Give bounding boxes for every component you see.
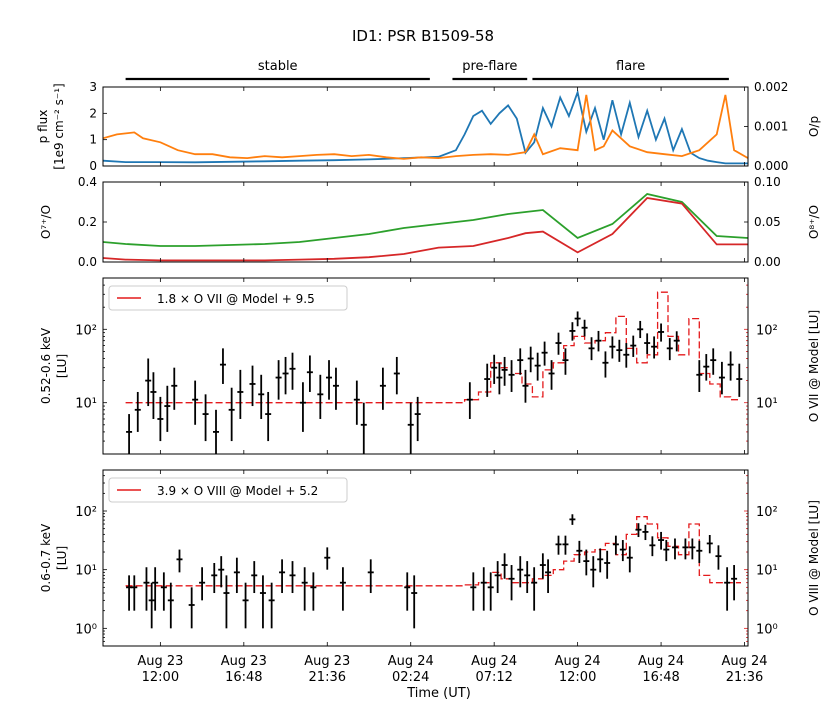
y-axis-label: p flux [36, 110, 50, 144]
y-tick-label: 1 [89, 133, 97, 147]
y-right-tick-label: 10¹ [756, 564, 778, 579]
y-tick-label: 0 [89, 159, 97, 173]
y-right-tick-label: 10¹ [756, 397, 778, 412]
x-tick-label-date: Aug 23 [221, 654, 267, 669]
y-right-axis-label: O VIII @ Model [LU] [807, 500, 821, 616]
panel-frame [102, 86, 749, 167]
legend-label: 1.8 × O VII @ Model + 9.5 [157, 292, 315, 306]
y-tick-label: 10¹ [75, 397, 97, 412]
period-annotations: stable pre-flare flare [125, 59, 729, 81]
x-tick-label-time: 12:00 [142, 670, 179, 685]
y-tick-label: 0.4 [78, 175, 97, 189]
legend-label: 3.9 × O VIII @ Model + 5.2 [157, 484, 318, 498]
x-tick-label-date: Aug 24 [721, 654, 767, 669]
x-tick-label-date: Aug 24 [638, 654, 684, 669]
plot-area-oviii [125, 514, 741, 629]
x-axis-label: Time (UT) [406, 686, 471, 701]
model-step-line [125, 291, 741, 404]
x-tick-label-date: Aug 23 [304, 654, 350, 669]
x-tick-label-time: 07:12 [475, 670, 512, 685]
panel-frame [102, 277, 749, 455]
plot-area-flux [103, 89, 748, 165]
x-tick-label-date: Aug 24 [555, 654, 601, 669]
panel-ovii: 10¹ 10¹ 10² 10² 1.8 × O VII @ Model + 9.5 0.5… [39, 277, 821, 455]
y-axis-label: 0.6-0.7 keV [39, 523, 53, 592]
plot-area-ovii [125, 291, 743, 454]
y-tick-label: 10² [75, 505, 97, 520]
y-right-tick-label: 0.000 [754, 159, 788, 173]
figure-title: ID1: PSR B1509-58 [352, 27, 494, 45]
y-tick-label: 3 [89, 80, 97, 94]
y-tick-label: 2 [89, 106, 97, 120]
series-line-o8-o [103, 197, 748, 262]
y-axis-label-units: [1e9 cm⁻² s⁻¹] [52, 83, 66, 169]
legend: 3.9 × O VIII @ Model + 5.2 [108, 477, 348, 503]
panel-frame [102, 469, 749, 647]
y-tick-label: 0.2 [78, 215, 97, 229]
series-line-p-flux [103, 89, 748, 165]
panel-oviii: 10⁰ 10⁰ 10¹ 10¹ 10² 10² 3.9 × O VIII @ Model +… [39, 469, 821, 647]
x-tick-label-time: 12:00 [559, 670, 596, 685]
x-tick-label-date: Aug 24 [471, 654, 517, 669]
x-tick-label-time: 02:24 [392, 670, 429, 685]
x-tick-label-date: Aug 23 [137, 654, 183, 669]
y-tick-label: 10¹ [75, 564, 97, 579]
panel-frame [102, 181, 749, 263]
x-tick-label-date: Aug 24 [388, 654, 434, 669]
panel-flux: 0 1 2 3 0.000 0.001 0.002 p flux [1e9 cm⁻² s⁻¹] O… [36, 80, 821, 173]
period-label-0: stable [258, 59, 298, 74]
y-axis-label-units: [LU] [55, 354, 69, 378]
period-label-1: pre-flare [462, 59, 517, 74]
y-tick-label: 0.0 [78, 255, 97, 269]
x-tick-label-time: 16:48 [642, 670, 679, 685]
y-axis-label: O⁷⁺/O [39, 205, 53, 239]
legend: 1.8 × O VII @ Model + 9.5 [108, 285, 348, 311]
model-step-line [125, 516, 741, 587]
legend-box [108, 477, 348, 503]
series-line-o7-o [103, 193, 748, 247]
x-tick-label-time: 21:36 [309, 670, 346, 685]
y-right-tick-label: 10⁰ [756, 622, 778, 637]
y-tick-label: 10⁰ [75, 622, 97, 637]
y-axis-label: 0.52-0.6 keV [39, 327, 53, 404]
y-right-axis-label: O/p [807, 116, 821, 137]
y-right-tick-label: 10² [756, 505, 778, 520]
panel-ratio: 0.0 0.2 0.4 0.00 0.05 0.10 O⁷⁺/O O⁸⁺/O [39, 175, 821, 269]
plot-area-ratio [103, 193, 748, 262]
legend-box [108, 285, 348, 311]
series-line-o-p [103, 94, 748, 160]
y-tick-label: 10² [75, 323, 97, 338]
x-tick-label-time: 21:36 [726, 670, 763, 685]
period-label-2: flare [616, 59, 645, 74]
y-right-tick-label: 0.00 [754, 255, 781, 269]
y-right-tick-label: 0.05 [754, 215, 781, 229]
y-right-axis-label: O VII @ Model [LU] [807, 310, 821, 422]
y-right-tick-label: 10² [756, 323, 778, 338]
y-axis-label-units: [LU] [55, 546, 69, 570]
x-tick-label-time: 16:48 [225, 670, 262, 685]
y-right-tick-label: 0.002 [754, 80, 788, 94]
y-right-tick-label: 0.10 [754, 175, 781, 189]
y-right-axis-label: O⁸⁺/O [807, 205, 821, 239]
y-right-tick-label: 0.001 [754, 120, 788, 134]
